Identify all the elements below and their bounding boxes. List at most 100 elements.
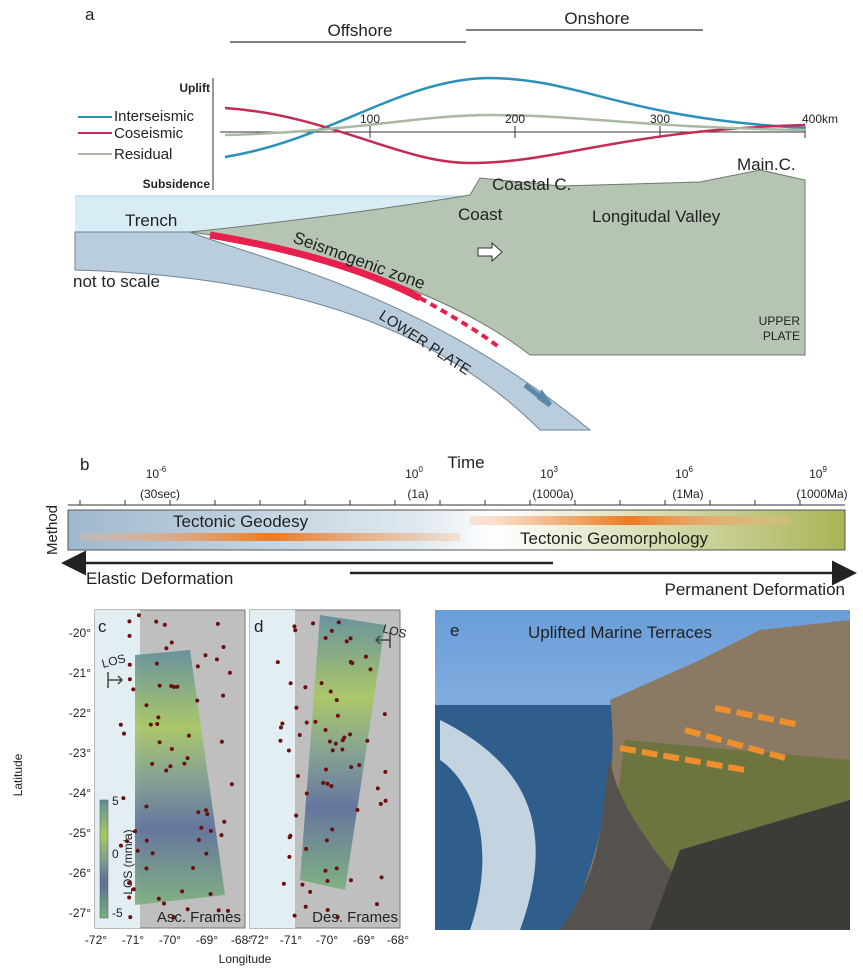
station-dot — [335, 866, 339, 870]
station-dot — [334, 742, 338, 746]
station-dot — [375, 902, 379, 906]
tick-exponent: 0 — [418, 465, 423, 474]
station-dot — [349, 636, 353, 640]
station-dot — [186, 756, 190, 760]
station-dot — [349, 878, 353, 882]
deformation-label: Permanent Deformation — [665, 580, 845, 599]
station-dot — [340, 748, 344, 752]
station-dot — [311, 621, 315, 625]
panel-label: b — [80, 455, 89, 474]
station-dot — [289, 681, 293, 685]
station-dot — [127, 896, 131, 900]
station-dot — [325, 782, 329, 786]
station-dot — [158, 684, 162, 688]
station-dot — [349, 660, 353, 664]
station-dot — [170, 641, 174, 645]
station-dot — [293, 628, 297, 632]
station-dot — [324, 636, 328, 640]
station-dot — [128, 634, 132, 638]
station-dot — [355, 808, 359, 812]
station-dot — [287, 855, 291, 859]
station-dot — [145, 839, 149, 843]
station-dot — [304, 847, 308, 851]
colorbar-tick: -5 — [112, 906, 123, 920]
colorbar-tick: 5 — [112, 794, 119, 808]
region-label: Onshore — [564, 9, 629, 28]
time-tick: 100 — [405, 465, 423, 481]
station-dot — [220, 740, 224, 744]
station-dot — [320, 681, 324, 685]
station-dot — [330, 827, 334, 831]
station-dot — [336, 714, 340, 718]
station-dot — [191, 866, 195, 870]
tick-base: 10 — [405, 467, 419, 481]
panel-b — [66, 500, 852, 573]
annotation: Trench — [125, 211, 177, 230]
time-tick-label: (1000a) — [532, 487, 573, 501]
station-dot — [303, 685, 307, 689]
station-dot — [196, 664, 200, 668]
latitude-tick: -26° — [69, 866, 91, 880]
station-dot — [216, 622, 220, 626]
station-dot — [203, 653, 207, 657]
station-dot — [168, 764, 172, 768]
station-dot — [128, 663, 132, 667]
deformation-label: Elastic Deformation — [86, 569, 233, 588]
latitude-tick: -21° — [69, 666, 91, 680]
longitude-tick: -69° — [196, 933, 218, 947]
station-dot — [324, 767, 328, 771]
latitude-tick: -25° — [69, 826, 91, 840]
colorbar-title: LOS (mm/a) — [121, 829, 135, 894]
station-dot — [298, 733, 302, 737]
station-dot — [144, 805, 148, 809]
station-dot — [300, 883, 304, 887]
station-dot — [294, 706, 298, 710]
longitude-tick: -70° — [316, 933, 338, 947]
station-dot — [294, 814, 298, 818]
time-tick-label: (30sec) — [140, 487, 180, 501]
station-dot — [187, 734, 191, 738]
station-dot — [151, 851, 155, 855]
station-dot — [157, 897, 161, 901]
panel-label: e — [450, 621, 459, 640]
longitude-tick: -72° — [247, 933, 269, 947]
distance-tick: 300 — [650, 112, 670, 126]
station-dot — [330, 629, 334, 633]
station-dot — [304, 905, 308, 909]
station-dot — [308, 890, 312, 894]
station-dot — [321, 781, 325, 785]
station-dot — [163, 623, 167, 627]
frames-label: Des. Frames — [312, 909, 398, 926]
station-dot — [144, 703, 148, 707]
station-dot — [197, 838, 201, 842]
station-dot — [204, 808, 208, 812]
axis-title: Longitude — [219, 952, 272, 966]
station-dot — [205, 812, 209, 816]
station-dot — [288, 834, 292, 838]
panel-maps — [95, 610, 400, 928]
longitude-tick: -71° — [122, 933, 144, 947]
station-dot — [349, 765, 353, 769]
station-dot — [335, 698, 339, 702]
tick-exponent: 9 — [822, 465, 827, 474]
station-dot — [348, 732, 352, 736]
station-dot — [328, 739, 332, 743]
station-dot — [293, 914, 297, 918]
axis-title: Method — [44, 505, 61, 555]
station-dot — [305, 792, 309, 796]
longitude-tick: -69° — [353, 933, 375, 947]
station-dot — [222, 820, 226, 824]
panel-label: d — [254, 617, 263, 636]
station-dot — [287, 748, 291, 752]
station-dot — [345, 639, 349, 643]
tick-exponent: 3 — [553, 465, 558, 474]
tick-base: 10 — [675, 467, 689, 481]
station-dot — [155, 722, 159, 726]
station-dot — [383, 712, 387, 716]
frames-label: Asc. Frames — [157, 909, 241, 926]
latitude-tick: -24° — [69, 786, 91, 800]
station-dot — [172, 685, 176, 689]
station-dot — [324, 728, 328, 732]
station-dot — [376, 786, 380, 790]
station-dot — [209, 829, 213, 833]
